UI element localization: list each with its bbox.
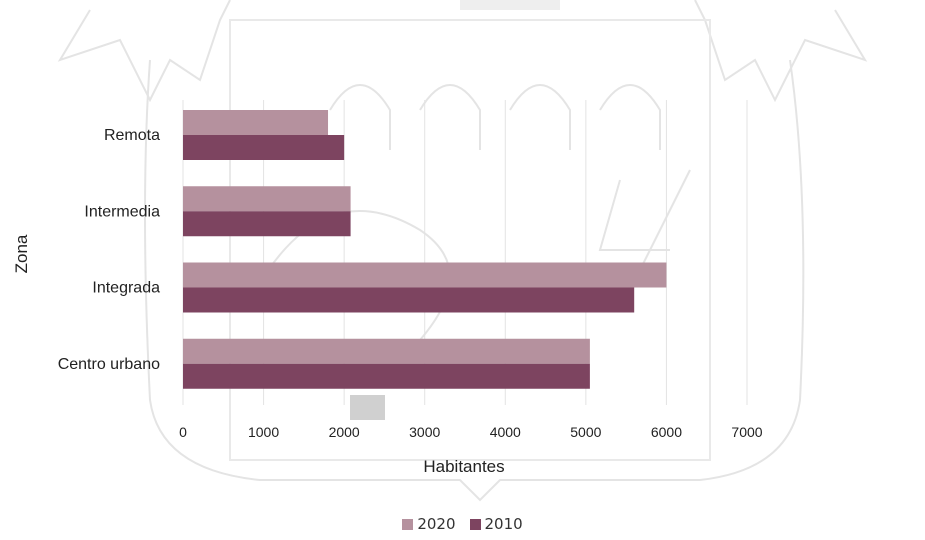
- x-tick-label: 1000: [248, 424, 279, 440]
- x-tick-label: 7000: [731, 424, 762, 440]
- bar-2020-intermedia: [183, 186, 351, 212]
- x-tick-label: 3000: [409, 424, 440, 440]
- bar-2020-remota: [183, 110, 329, 135]
- y-tick-label: Intermedia: [84, 203, 160, 220]
- legend: 2020 2010: [0, 515, 925, 533]
- legend-swatch-2010: [469, 518, 481, 530]
- bar-2020-integrada: [183, 262, 667, 288]
- legend-swatch-2020: [402, 518, 414, 530]
- legend-item-2010: 2010: [469, 515, 523, 533]
- y-tick-label: Integrada: [92, 280, 160, 297]
- x-tick-labels: 0 1000 2000 3000 4000 5000 6000 7000: [179, 424, 763, 440]
- y-axis-title: Zona: [12, 234, 31, 273]
- x-tick-label: 0: [179, 424, 187, 440]
- x-tick-label: 2000: [329, 424, 360, 440]
- x-tick-label: 6000: [651, 424, 682, 440]
- legend-label-2010: 2010: [484, 515, 523, 533]
- bars: [183, 110, 667, 389]
- y-tick-labels: Remota Intermedia Integrada Centro urbano: [58, 127, 160, 373]
- x-axis-title: Habitantes: [423, 457, 504, 476]
- legend-label-2020: 2020: [417, 515, 456, 533]
- bar-2010-centro-urbano: [183, 363, 590, 389]
- y-tick-label: Centro urbano: [58, 356, 160, 373]
- bar-2010-remota: [183, 135, 345, 160]
- bar-2010-integrada: [183, 287, 635, 313]
- bar-2020-centro-urbano: [183, 338, 590, 364]
- x-tick-label: 4000: [490, 424, 521, 440]
- bar-2010-intermedia: [183, 211, 351, 237]
- y-tick-label: Remota: [104, 127, 160, 144]
- x-tick-label: 5000: [570, 424, 601, 440]
- legend-item-2020: 2020: [402, 515, 456, 533]
